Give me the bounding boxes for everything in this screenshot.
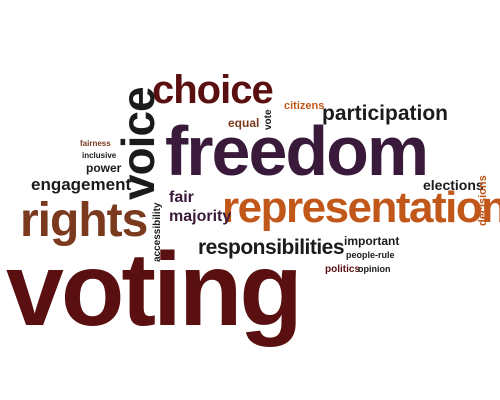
word-responsibilities: responsibilities xyxy=(198,236,345,259)
word-majority: majority xyxy=(169,208,232,225)
word-choice: choice xyxy=(152,68,274,112)
word-elections: elections xyxy=(423,177,484,193)
word-vote: vote xyxy=(263,109,274,130)
word-politics: politics xyxy=(325,264,361,275)
word-important: important xyxy=(344,234,400,248)
word-fairness: fairness xyxy=(80,139,111,148)
word-people-rule: people-rule xyxy=(346,250,395,260)
word-participation: participation xyxy=(322,102,449,125)
word-accessibility: accessibility xyxy=(152,202,163,262)
word-inclusive: inclusive xyxy=(82,151,117,160)
word-power: power xyxy=(86,161,122,175)
word-equal: equal xyxy=(228,116,260,130)
word-voting: voting xyxy=(6,232,303,348)
word-citizens: citizens xyxy=(284,100,325,112)
word-representation: representation xyxy=(222,183,500,232)
word-fair: fair xyxy=(169,189,194,206)
word-opinion: opinion xyxy=(358,264,391,274)
word-engagement: engagement xyxy=(31,175,132,194)
word-freedom: freedom xyxy=(165,112,429,190)
word-rights: rights xyxy=(20,194,148,247)
word-decisions: decisions xyxy=(477,175,489,226)
